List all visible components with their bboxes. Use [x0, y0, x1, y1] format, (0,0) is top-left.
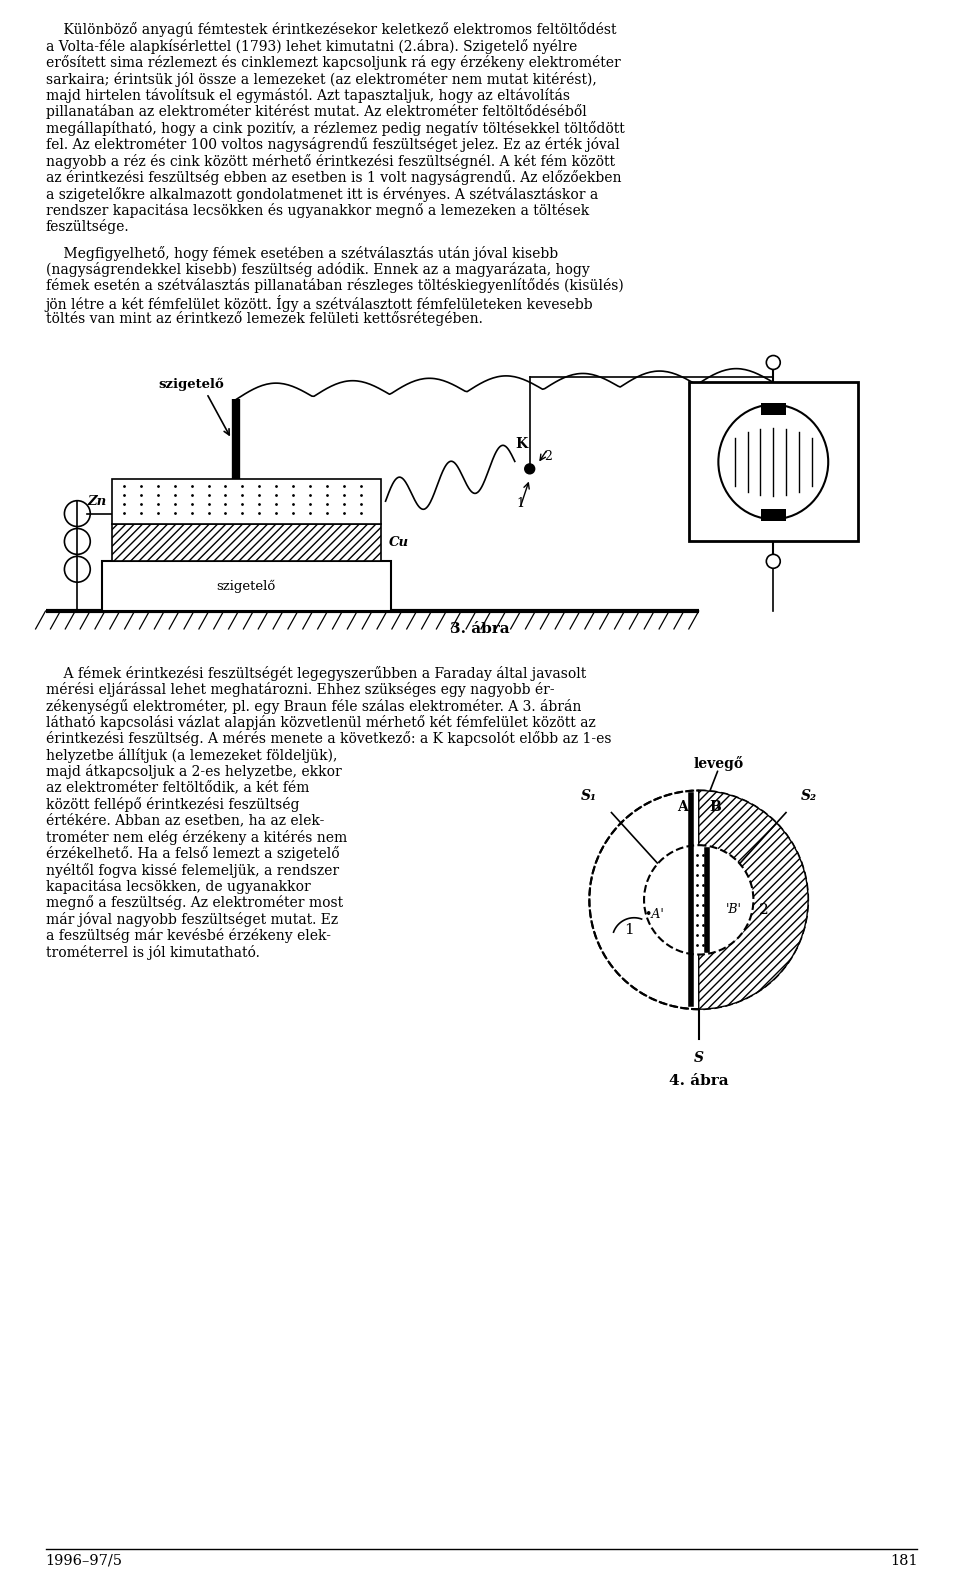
Text: 2: 2: [758, 902, 768, 916]
Text: mérési eljárással lehet meghatározni. Ehhez szükséges egy nagyobb ér-: mérési eljárással lehet meghatározni. Eh…: [45, 683, 554, 697]
Text: zékenységű elektrométer, pl. egy Braun féle szálas elektrométer. A 3. ábrán: zékenységű elektrométer, pl. egy Braun f…: [45, 699, 581, 713]
Text: feszültsége.: feszültsége.: [45, 219, 130, 235]
Text: Megfigyelhető, hogy fémek esetében a szétválasztás után jóval kisebb: Megfigyelhető, hogy fémek esetében a szé…: [45, 246, 558, 260]
Text: trométerrel is jól kimutatható.: trométerrel is jól kimutatható.: [45, 945, 259, 959]
Text: az elektrométer feltöltődik, a két fém: az elektrométer feltöltődik, a két fém: [45, 781, 309, 795]
Text: töltés van mint az érintkező lemezek felületi kettősrétegében.: töltés van mint az érintkező lemezek fel…: [45, 311, 483, 326]
Text: 1: 1: [624, 923, 634, 937]
Text: trométer nem elég érzékeny a kitérés nem: trométer nem elég érzékeny a kitérés nem: [45, 830, 347, 845]
Text: •A': •A': [644, 908, 664, 921]
Text: S: S: [694, 1050, 704, 1064]
Text: már jóval nagyobb feszültséget mutat. Ez: már jóval nagyobb feszültséget mutat. Ez: [45, 912, 338, 927]
Text: erősített sima rézlemezt és cinklemezt kapcsoljunk rá egy érzékeny elektrométer: erősített sima rézlemezt és cinklemezt k…: [45, 55, 620, 71]
Circle shape: [525, 464, 535, 473]
Text: A: A: [677, 801, 687, 814]
Bar: [688, 382, 858, 541]
Text: Zn: Zn: [88, 495, 108, 508]
Text: érzékelhető. Ha a felső lemezt a szigetelő: érzékelhető. Ha a felső lemezt a szigete…: [45, 847, 339, 861]
Circle shape: [766, 355, 780, 369]
Text: Különböző anyagú fémtestek érintkezésekor keletkező elektromos feltöltődést: Különböző anyagú fémtestek érintkezéseko…: [45, 22, 616, 38]
Text: rendszer kapacitása lecsökken és ugyanakkor megnő a lemezeken a töltések: rendszer kapacitása lecsökken és ugyanak…: [45, 203, 588, 218]
Text: B: B: [709, 801, 721, 814]
Bar: [761, 402, 785, 415]
Text: 2: 2: [544, 451, 553, 464]
Text: 1996–97/5: 1996–97/5: [45, 1553, 123, 1568]
Text: a feszültség már kevésbé érzékeny elek-: a feszültség már kevésbé érzékeny elek-: [45, 929, 330, 943]
Text: a Volta-féle alapkísérlettel (1793) lehet kimutatni (2.ábra). Szigetelő nyélre: a Volta-féle alapkísérlettel (1793) lehe…: [45, 39, 577, 54]
Text: sarkaira; érintsük jól össze a lemezeket (az elektrométer nem mutat kitérést),: sarkaira; érintsük jól össze a lemezeket…: [45, 71, 596, 87]
Text: látható kapcsolási vázlat alapján közvetlenül mérhető két fémfelület között az: látható kapcsolási vázlat alapján közvet…: [45, 714, 595, 730]
Text: között fellépő érintkezési feszültség: között fellépő érintkezési feszültség: [45, 796, 299, 812]
Text: nyéltől fogva kissé felemeljük, a rendszer: nyéltől fogva kissé felemeljük, a rendsz…: [45, 863, 339, 877]
Circle shape: [589, 790, 808, 1009]
Bar: [761, 509, 785, 520]
Ellipse shape: [718, 405, 828, 519]
Text: Cu: Cu: [389, 536, 409, 549]
Text: majd hirtelen távolítsuk el egymástól. Azt tapasztaljuk, hogy az eltávolítás: majd hirtelen távolítsuk el egymástól. A…: [45, 88, 569, 103]
Text: S₂: S₂: [801, 788, 817, 803]
Text: majd átkapcsoljuk a 2-es helyzetbe, ekkor: majd átkapcsoljuk a 2-es helyzetbe, ekko…: [45, 765, 341, 779]
Text: pillanatában az elektrométer kitérést mutat. Az elektrométer feltöltődéséből: pillanatában az elektrométer kitérést mu…: [45, 104, 587, 120]
Text: szigetelő: szigetelő: [158, 377, 225, 391]
Circle shape: [766, 555, 780, 568]
Text: értékére. Abban az esetben, ha az elek-: értékére. Abban az esetben, ha az elek-: [45, 814, 324, 828]
Text: 181: 181: [890, 1553, 918, 1568]
Text: fémek esetén a szétválasztás pillanatában részleges töltéskiegyenlítődés (kisülé: fémek esetén a szétválasztás pillanatába…: [45, 279, 623, 293]
Text: az érintkezési feszültség ebben az esetben is 1 volt nagyságrendű. Az előzőekben: az érintkezési feszültség ebben az esetb…: [45, 170, 621, 185]
Text: S₁: S₁: [581, 788, 596, 803]
Text: 1: 1: [516, 497, 525, 509]
Bar: [707, 850, 749, 949]
Bar: [112, 524, 380, 561]
Text: (nagyságrendekkel kisebb) feszültség adódik. Ennek az a magyarázata, hogy: (nagyságrendekkel kisebb) feszültség adó…: [45, 262, 589, 278]
Text: jön létre a két fémfelület között. Így a szétválasztott fémfelületeken kevesebb: jön létre a két fémfelület között. Így a…: [45, 295, 593, 312]
Circle shape: [644, 845, 754, 954]
Text: érintkezési feszültség. A mérés menete a következő: a K kapcsolót előbb az 1-es: érintkezési feszültség. A mérés menete a…: [45, 732, 611, 746]
Text: megállapítható, hogy a cink pozitív, a rézlemez pedig negatív töltésekkel töltőd: megállapítható, hogy a cink pozitív, a r…: [45, 121, 624, 136]
Bar: [112, 479, 380, 524]
Text: 'B': 'B': [726, 904, 741, 916]
Text: a szigetelőkre alkalmazott gondolatmenet itt is érvényes. A szétválasztáskor a: a szigetelőkre alkalmazott gondolatmenet…: [45, 186, 598, 202]
Text: szigetelő: szigetelő: [217, 580, 276, 593]
Text: 3. ábra: 3. ábra: [450, 621, 510, 636]
Text: kapacitása lecsökken, de ugyanakkor: kapacitása lecsökken, de ugyanakkor: [45, 878, 310, 894]
Text: megnő a feszültség. Az elektrométer most: megnő a feszültség. Az elektrométer most: [45, 896, 343, 910]
Text: K: K: [516, 437, 528, 451]
Wedge shape: [699, 790, 808, 1009]
Text: 4. ábra: 4. ábra: [669, 1074, 729, 1088]
Bar: [102, 561, 391, 610]
Text: nagyobb a réz és cink között mérhető érintkezési feszültségnél. A két fém között: nagyobb a réz és cink között mérhető éri…: [45, 153, 614, 169]
Text: helyzetbe állítjuk (a lemezeket földeljük),: helyzetbe állítjuk (a lemezeket földeljü…: [45, 747, 337, 763]
Text: levegő: levegő: [693, 755, 744, 771]
Text: A fémek érintkezési feszültségét legegyszerűbben a Faraday által javasolt: A fémek érintkezési feszültségét legegys…: [45, 665, 586, 681]
Text: fel. Az elektrométer 100 voltos nagyságrendű feszültséget jelez. Ez az érték jóv: fel. Az elektrométer 100 voltos nagyságr…: [45, 137, 619, 153]
